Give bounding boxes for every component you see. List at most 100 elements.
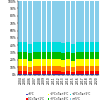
Bar (18, 71, 22, 74)
Bar (90, 42, 94, 52)
Bar (28, 67, 32, 72)
Bar (47, 71, 51, 74)
Bar (90, 66, 94, 71)
Bar (66, 52, 70, 59)
Bar (18, 1, 22, 42)
Bar (28, 1, 32, 44)
Bar (47, 66, 51, 71)
Bar (61, 67, 65, 72)
Bar (90, 52, 94, 59)
Bar (95, 1, 99, 42)
Bar (52, 59, 56, 66)
Bar (61, 53, 65, 60)
Bar (76, 59, 80, 66)
Bar (52, 1, 56, 42)
Bar (33, 1, 37, 42)
Bar (28, 72, 32, 74)
Bar (90, 59, 94, 66)
Bar (42, 52, 46, 59)
Bar (52, 74, 56, 75)
Bar (56, 1, 60, 42)
Bar (95, 59, 99, 66)
Bar (18, 74, 22, 75)
Bar (18, 42, 22, 52)
Bar (95, 71, 99, 74)
Bar (33, 74, 37, 75)
Bar (42, 59, 46, 66)
Bar (85, 42, 89, 52)
Bar (66, 59, 70, 66)
Bar (95, 42, 99, 52)
Bar (28, 61, 32, 67)
Bar (52, 66, 56, 71)
Bar (23, 74, 27, 75)
Bar (85, 1, 89, 42)
Bar (52, 71, 56, 74)
Bar (76, 1, 80, 42)
Bar (37, 1, 42, 42)
Bar (71, 74, 75, 75)
Bar (47, 1, 51, 42)
Bar (37, 71, 42, 74)
Bar (61, 74, 65, 75)
Bar (56, 42, 60, 52)
Bar (76, 66, 80, 71)
Bar (85, 74, 89, 75)
Bar (23, 42, 27, 52)
Bar (71, 44, 75, 53)
Bar (80, 59, 84, 66)
Bar (37, 59, 42, 66)
Bar (56, 52, 60, 59)
Bar (90, 1, 94, 42)
Bar (61, 60, 65, 67)
Bar (23, 71, 27, 74)
Bar (71, 1, 75, 44)
Bar (23, 52, 27, 59)
Bar (28, 44, 32, 53)
Bar (33, 59, 37, 66)
Bar (76, 71, 80, 74)
Bar (66, 42, 70, 52)
Bar (80, 42, 84, 52)
Bar (33, 52, 37, 59)
Bar (80, 66, 84, 71)
Legend: <0°C, 0°C<T≤+1°C, +1°C<T≤+2°C, +2°C<T≤+3°C, +3°C<T≤+4°C, +4°C<T≤+5°C, >+5°C: <0°C, 0°C<T≤+1°C, +1°C<T≤+2°C, +2°C<T≤+3… (26, 92, 91, 101)
Bar (80, 74, 84, 75)
Bar (61, 72, 65, 74)
Bar (37, 52, 42, 59)
Bar (95, 52, 99, 59)
Bar (61, 1, 65, 43)
Bar (28, 74, 32, 75)
Bar (95, 74, 99, 75)
Bar (42, 1, 46, 42)
Bar (76, 42, 80, 52)
Bar (90, 74, 94, 75)
Bar (33, 71, 37, 74)
Bar (80, 1, 84, 42)
Bar (66, 74, 70, 75)
Bar (42, 66, 46, 71)
Bar (47, 42, 51, 52)
Bar (71, 53, 75, 61)
Bar (18, 59, 22, 66)
Bar (18, 52, 22, 59)
Bar (85, 52, 89, 59)
Bar (37, 66, 42, 71)
Bar (66, 71, 70, 74)
Bar (23, 1, 27, 42)
Bar (56, 66, 60, 71)
Bar (85, 71, 89, 74)
Bar (61, 43, 65, 53)
Bar (52, 42, 56, 52)
Bar (42, 74, 46, 75)
Bar (80, 52, 84, 59)
Bar (71, 67, 75, 72)
Bar (66, 66, 70, 71)
Bar (47, 59, 51, 66)
Bar (42, 71, 46, 74)
Bar (28, 53, 32, 61)
Bar (85, 59, 89, 66)
Bar (18, 66, 22, 71)
Bar (23, 59, 27, 66)
Bar (56, 74, 60, 75)
